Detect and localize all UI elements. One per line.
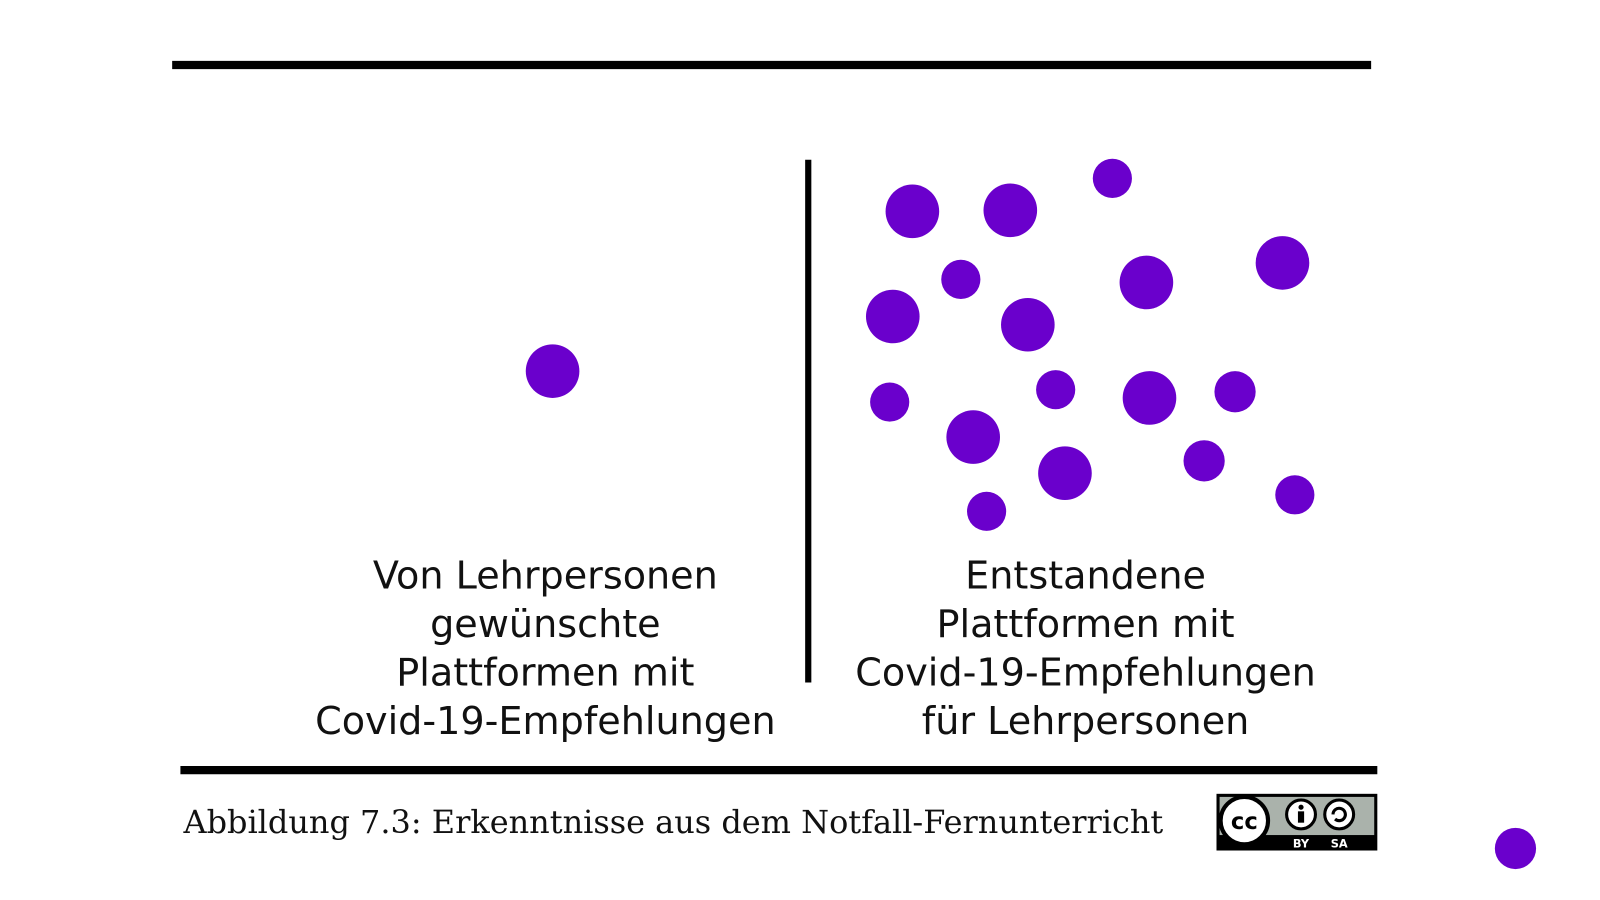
dot [1119,255,1174,310]
dot [1092,158,1132,198]
right-label-line: Covid-19-Empfehlungen [855,651,1316,695]
right-label-line: für Lehrpersonen [922,699,1250,743]
license-badge: cc BY SA [1216,793,1378,851]
dot [946,410,1000,464]
left-label-line: Covid-19-Empfehlungen [315,699,776,743]
right-label-line: Entstandene [965,554,1206,598]
dot [941,259,981,299]
dot [1001,297,1055,352]
dot [1275,475,1315,515]
dot [1183,440,1225,482]
dot-cluster [865,158,1315,531]
dot [1038,446,1092,500]
dot [1494,827,1537,870]
caption: Abbildung 7.3: Erkenntnisse aus dem Notf… [183,803,1164,841]
dot [870,382,910,422]
dot [885,184,940,239]
dot [983,183,1038,238]
by-label: BY [1293,836,1310,850]
dot [525,344,580,398]
right-label-line: Plattformen mit [936,602,1234,646]
left-label-line: Von Lehrpersonen [373,554,718,598]
cc-logo: cc [1231,809,1258,835]
dot [1214,371,1256,413]
dot [1255,236,1310,290]
dot [865,289,920,344]
sa-label: SA [1331,836,1348,850]
dot [967,491,1007,531]
dot [1036,370,1076,410]
dot [1122,371,1177,425]
left-label-line: gewünschte [430,602,661,646]
left-label-line: Plattformen mit [396,651,694,695]
